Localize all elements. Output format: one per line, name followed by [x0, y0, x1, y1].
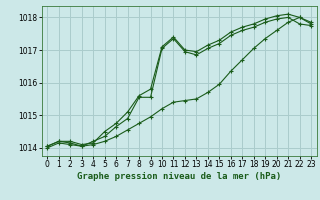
X-axis label: Graphe pression niveau de la mer (hPa): Graphe pression niveau de la mer (hPa) [77, 172, 281, 181]
